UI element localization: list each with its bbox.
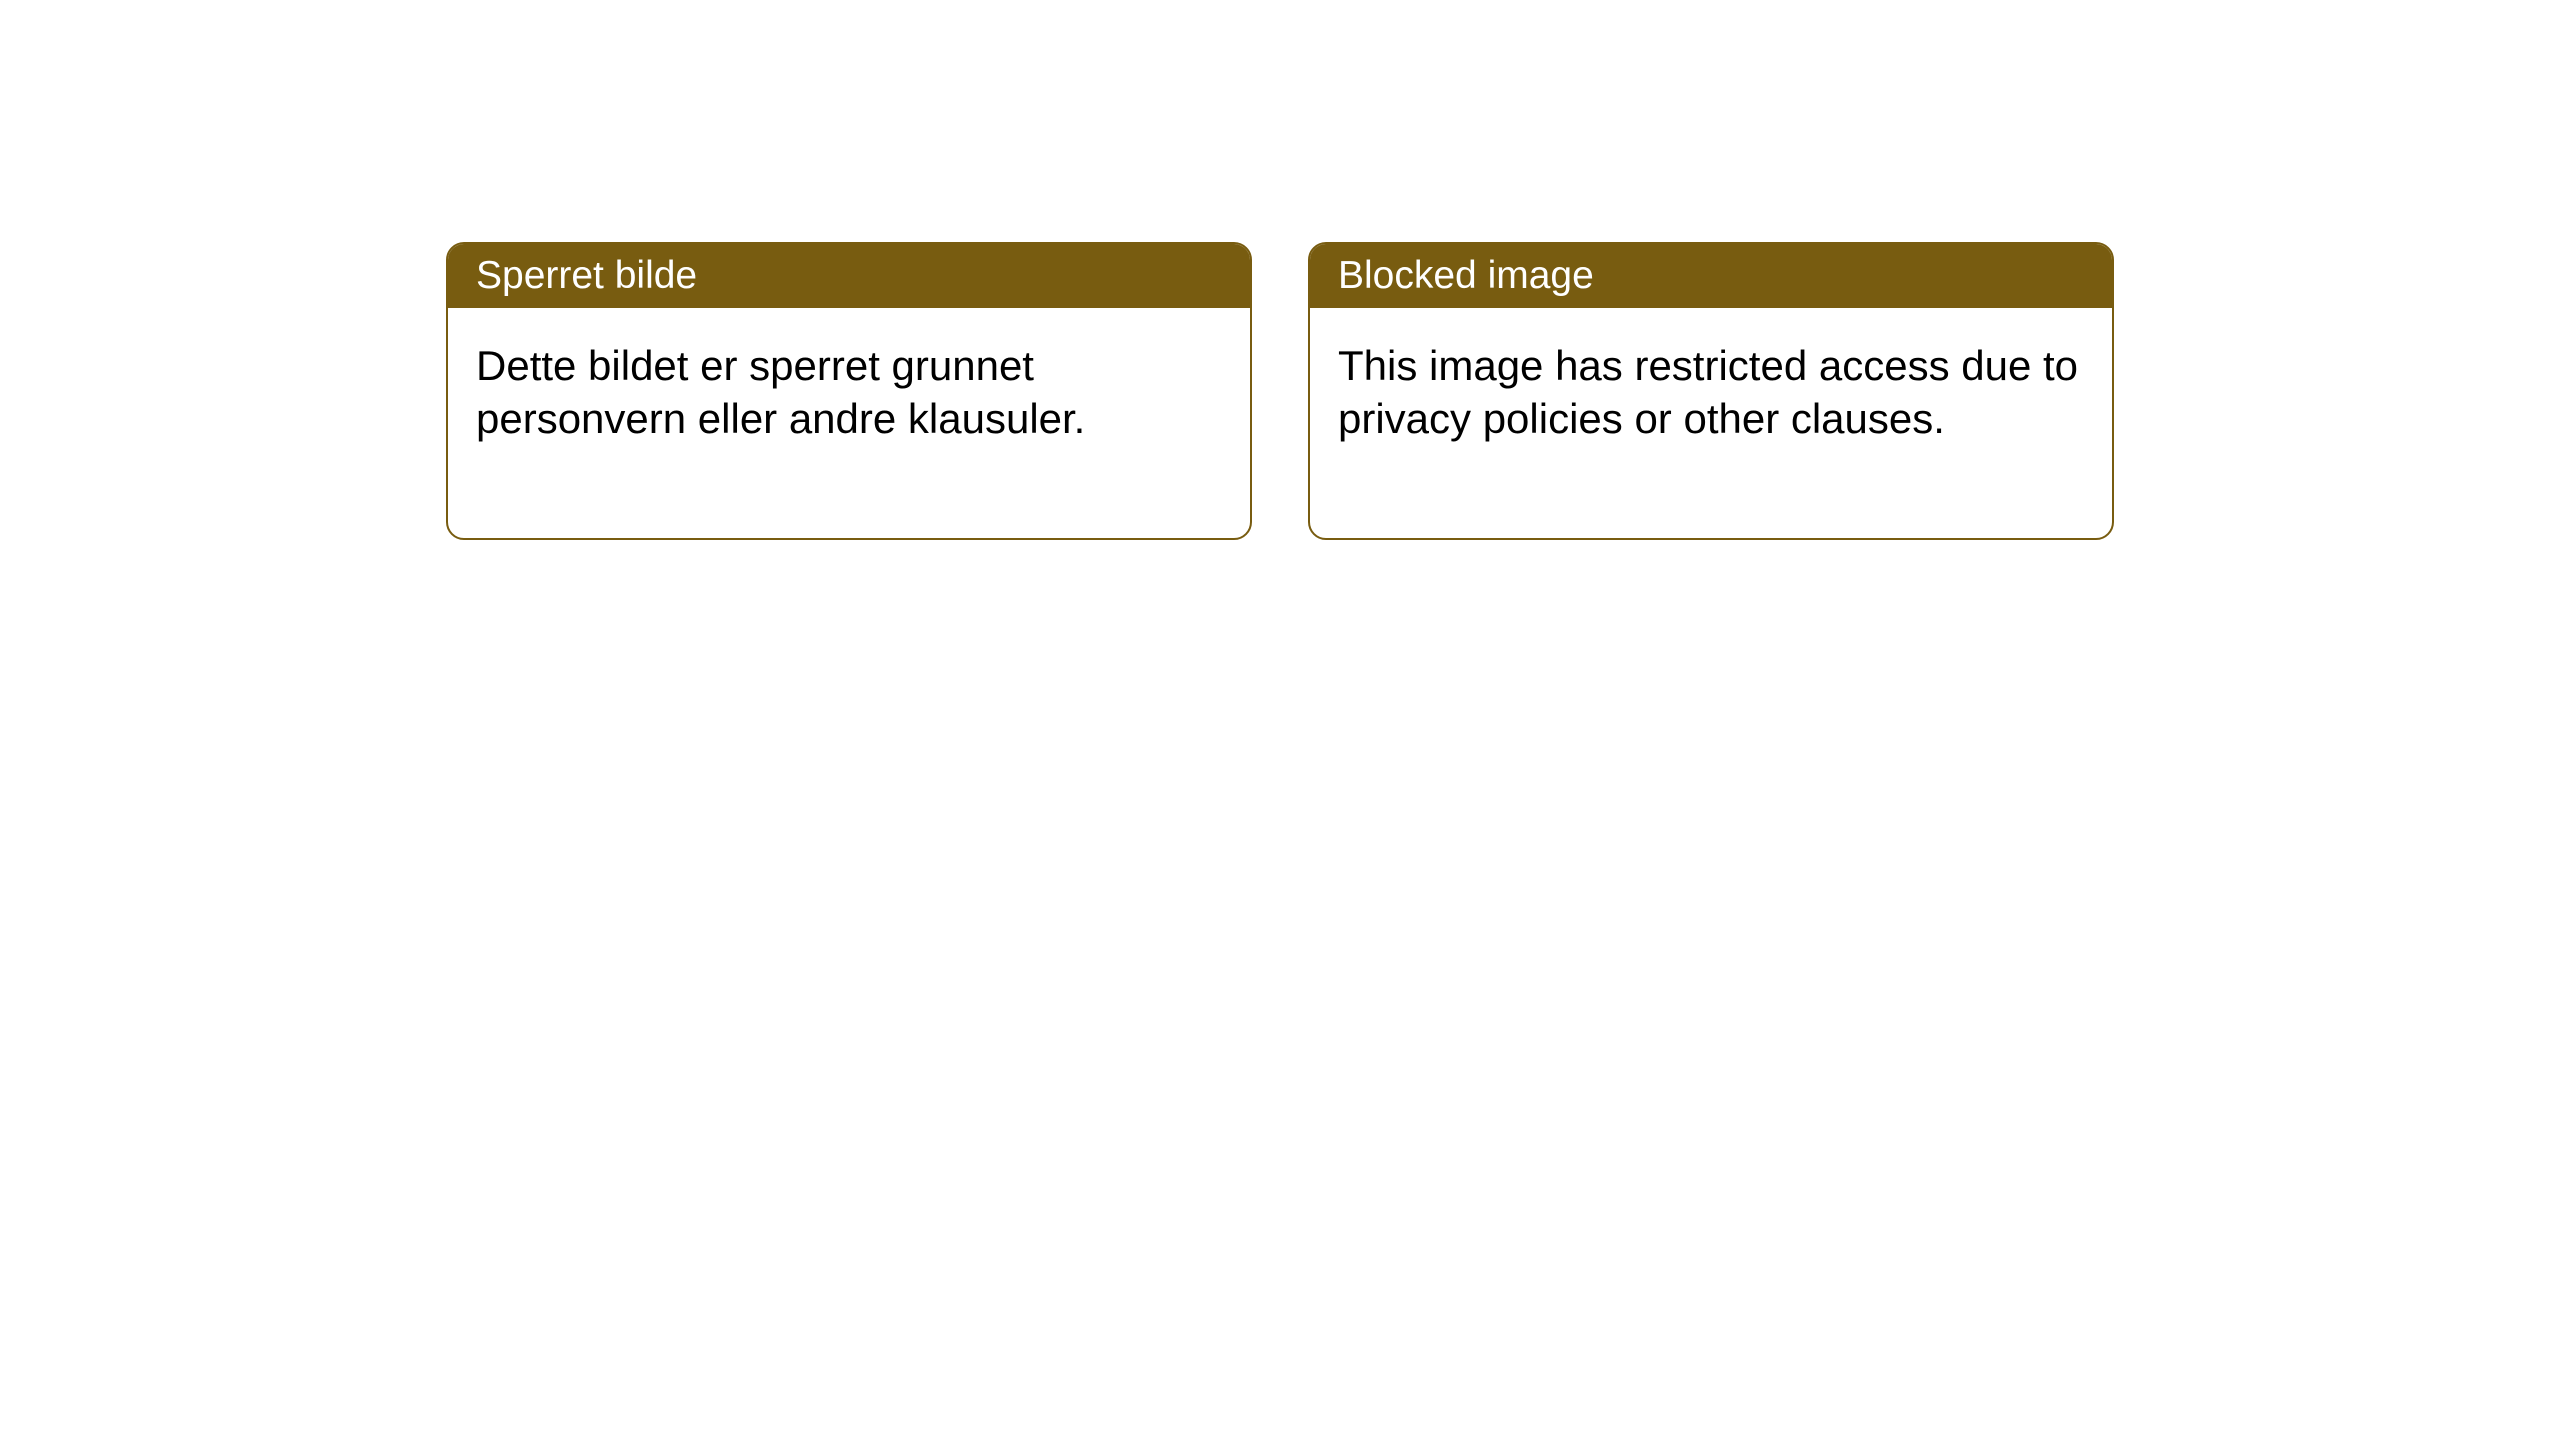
card-header: Sperret bilde: [448, 244, 1250, 308]
card-body-text: Dette bildet er sperret grunnet personve…: [476, 342, 1085, 442]
notice-card-english: Blocked image This image has restricted …: [1308, 242, 2114, 540]
card-body: Dette bildet er sperret grunnet personve…: [448, 308, 1250, 538]
card-title: Sperret bilde: [476, 254, 697, 297]
notice-card-norwegian: Sperret bilde Dette bildet er sperret gr…: [446, 242, 1252, 540]
card-title: Blocked image: [1338, 254, 1594, 297]
card-header: Blocked image: [1310, 244, 2112, 308]
notice-container: Sperret bilde Dette bildet er sperret gr…: [446, 242, 2114, 540]
card-body: This image has restricted access due to …: [1310, 308, 2112, 538]
card-body-text: This image has restricted access due to …: [1338, 342, 2078, 442]
